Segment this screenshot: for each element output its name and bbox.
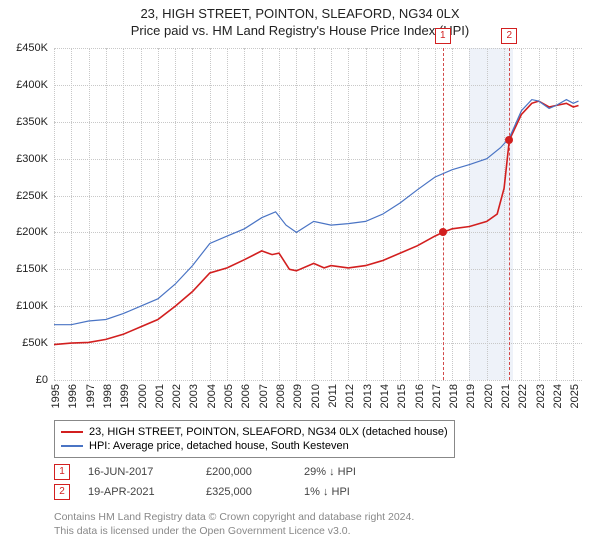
- x-tick-label: 2008: [275, 384, 287, 408]
- gridline-h: [54, 380, 582, 381]
- x-tick-label: 2002: [171, 384, 183, 408]
- sale-marker-label: 1: [435, 28, 451, 44]
- y-tick-label: £50K: [22, 337, 48, 349]
- x-tick-label: 2019: [465, 384, 477, 408]
- x-tick-label: 1995: [50, 384, 62, 408]
- chart-container: 23, HIGH STREET, POINTON, SLEAFORD, NG34…: [0, 0, 600, 560]
- sale-number-box: 2: [54, 484, 70, 500]
- x-tick-label: 2001: [154, 384, 166, 408]
- x-tick-label: 2024: [552, 384, 564, 408]
- x-tick-label: 2010: [310, 384, 322, 408]
- y-tick-label: £200K: [16, 226, 48, 238]
- x-tick-label: 2014: [379, 384, 391, 408]
- x-tick-label: 2018: [448, 384, 460, 408]
- y-tick-label: £0: [36, 374, 48, 386]
- sale-row: 2 19-APR-2021 £325,000 1% ↓ HPI: [54, 482, 394, 502]
- y-tick-label: £100K: [16, 300, 48, 312]
- footer-attribution: Contains HM Land Registry data © Crown c…: [54, 510, 414, 538]
- footer-line-1: Contains HM Land Registry data © Crown c…: [54, 510, 414, 524]
- x-tick-label: 1996: [67, 384, 79, 408]
- x-tick-label: 2025: [569, 384, 581, 408]
- sale-price: £325,000: [206, 486, 286, 498]
- sale-marker-dot: [505, 136, 513, 144]
- series-hpi: [54, 100, 579, 325]
- y-tick-label: £300K: [16, 153, 48, 165]
- x-tick-label: 2011: [327, 384, 339, 408]
- x-tick-label: 1999: [119, 384, 131, 408]
- x-tick-label: 2009: [292, 384, 304, 408]
- legend-swatch: [61, 431, 83, 433]
- sale-marker-dot: [439, 228, 447, 236]
- x-tick-label: 2003: [188, 384, 200, 408]
- x-tick-label: 2017: [431, 384, 443, 408]
- x-tick-label: 1998: [102, 384, 114, 408]
- x-tick-label: 2006: [240, 384, 252, 408]
- sale-date: 16-JUN-2017: [88, 466, 188, 478]
- footer-line-2: This data is licensed under the Open Gov…: [54, 524, 414, 538]
- series-price_paid: [54, 101, 579, 345]
- legend-label: HPI: Average price, detached house, Sout…: [89, 440, 349, 452]
- sale-row: 1 16-JUN-2017 £200,000 29% ↓ HPI: [54, 462, 394, 482]
- x-tick-label: 2023: [535, 384, 547, 408]
- line-series-svg: [54, 48, 582, 380]
- y-tick-label: £450K: [16, 42, 48, 54]
- title-line-1: 23, HIGH STREET, POINTON, SLEAFORD, NG34…: [0, 6, 600, 21]
- sale-number-box: 1: [54, 464, 70, 480]
- x-tick-label: 2021: [500, 384, 512, 408]
- x-tick-label: 2007: [258, 384, 270, 408]
- legend-row: HPI: Average price, detached house, Sout…: [61, 439, 448, 453]
- y-tick-label: £250K: [16, 190, 48, 202]
- y-tick-label: £350K: [16, 116, 48, 128]
- x-tick-label: 2013: [362, 384, 374, 408]
- x-tick-label: 2004: [206, 384, 218, 408]
- legend-label: 23, HIGH STREET, POINTON, SLEAFORD, NG34…: [89, 426, 448, 438]
- x-tick-label: 2012: [344, 384, 356, 408]
- x-tick-label: 2000: [137, 384, 149, 408]
- y-tick-label: £400K: [16, 79, 48, 91]
- plot-area: £0£50K£100K£150K£200K£250K£300K£350K£400…: [54, 48, 582, 380]
- legend-swatch: [61, 445, 83, 447]
- x-tick-label: 2020: [483, 384, 495, 408]
- x-tick-label: 2016: [414, 384, 426, 408]
- legend-row: 23, HIGH STREET, POINTON, SLEAFORD, NG34…: [61, 425, 448, 439]
- x-tick-label: 2015: [396, 384, 408, 408]
- y-tick-label: £150K: [16, 263, 48, 275]
- x-tick-label: 2005: [223, 384, 235, 408]
- sale-delta: 29% ↓ HPI: [304, 466, 394, 478]
- x-tick-label: 1997: [85, 384, 97, 408]
- sale-date: 19-APR-2021: [88, 486, 188, 498]
- sale-delta: 1% ↓ HPI: [304, 486, 394, 498]
- sale-marker-label: 2: [501, 28, 517, 44]
- legend: 23, HIGH STREET, POINTON, SLEAFORD, NG34…: [54, 420, 455, 458]
- sale-price: £200,000: [206, 466, 286, 478]
- x-tick-label: 2022: [517, 384, 529, 408]
- sales-table: 1 16-JUN-2017 £200,000 29% ↓ HPI 2 19-APR-202…: [54, 462, 394, 502]
